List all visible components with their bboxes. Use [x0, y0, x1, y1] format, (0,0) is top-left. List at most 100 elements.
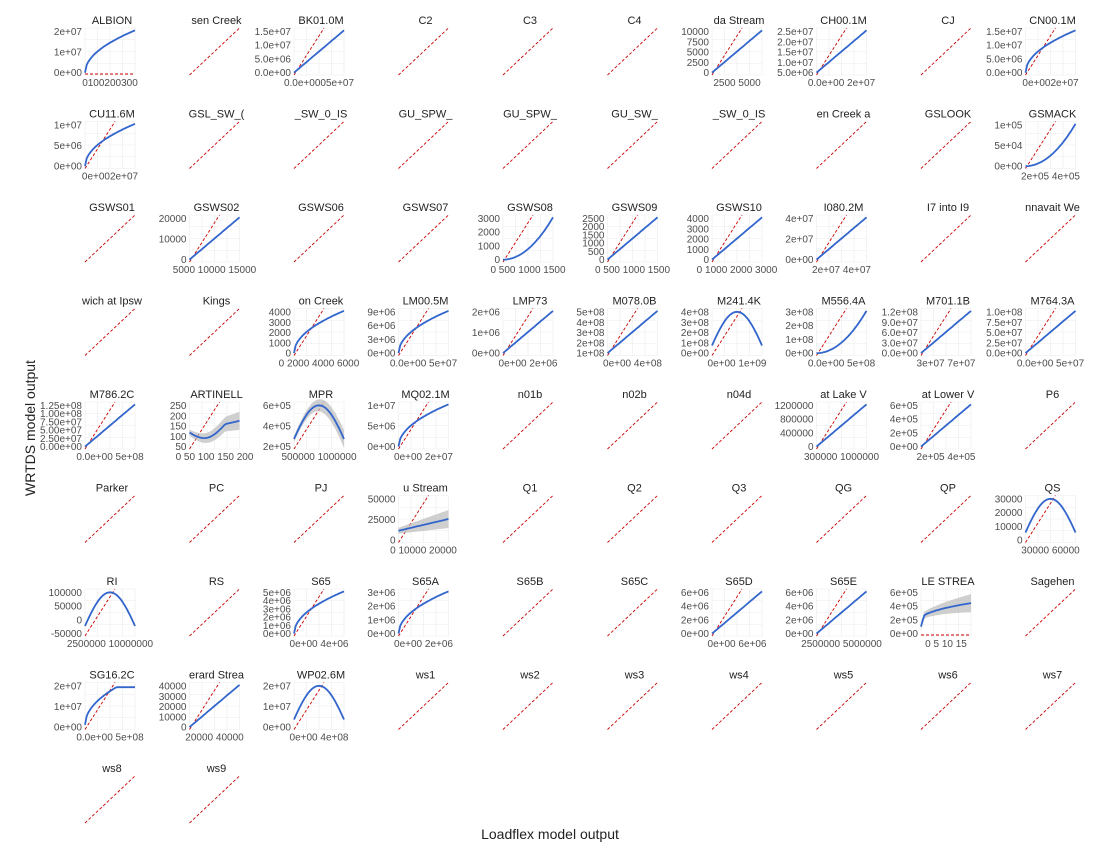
y-tick-label: 5e+06: [54, 141, 83, 152]
panel-title: GU_SPW_: [503, 109, 558, 121]
y-tick-label: 1.0e+07: [777, 58, 814, 69]
reference-line: [607, 121, 658, 169]
panel-title: PJ: [315, 483, 328, 495]
panel-title: S65C: [621, 576, 649, 588]
panel-title: sen Creek: [191, 15, 242, 27]
y-tick-label: 1e+07: [54, 702, 83, 713]
facet-panel: at Lower V6e+05 4e+05 2e+05 0e+002e+05 4e+0…: [890, 389, 976, 463]
x-tick-label: 0e+00 2e+06: [499, 359, 558, 370]
smooth-line: [293, 684, 345, 720]
panel-grid: [398, 308, 449, 356]
y-tick-label: 4e+05: [890, 415, 919, 426]
y-tick-label: 2e+06: [785, 615, 814, 626]
smooth-line: [920, 403, 972, 448]
panel-title: on Creek: [299, 296, 344, 308]
panel-title: BK01.0M: [298, 15, 343, 27]
reference-line: [816, 588, 847, 637]
facet-panel: GSWS07: [398, 202, 449, 263]
reference-line: [84, 121, 116, 169]
y-tick-label: 0.00e+00: [40, 442, 82, 453]
x-tick-label: 2e+05 4e+05: [1021, 172, 1080, 183]
panel-title: M241.4K: [717, 296, 762, 308]
x-tick-label: 2e+07 4e+07: [812, 265, 871, 276]
smooth-line: [293, 29, 345, 74]
x-axis-title: Loadflex model output: [481, 826, 619, 842]
x-tick-label: 0.0e+00 5e+08: [76, 452, 144, 463]
x-tick-label: 0.0e+00 5e+08: [808, 359, 876, 370]
y-tick-label: 1000: [582, 239, 605, 250]
x-tick-label: 2500000 10000000: [67, 639, 154, 650]
smooth-line: [711, 216, 763, 261]
y-tick-label: 100: [170, 432, 187, 443]
reference-line: [607, 214, 638, 263]
y-tick-label: 7.5e+07: [986, 318, 1023, 329]
panel-title: M764.3A: [1030, 296, 1075, 308]
facet-panel: u Stream 50000 25000 00 10000 20000: [368, 483, 458, 557]
y-tick-label: 0e+00: [681, 349, 710, 360]
reference-line: [711, 214, 743, 263]
reference-line: [293, 588, 325, 637]
y-tick-label: 6.0e+07: [882, 328, 919, 339]
y-tick-label: 4e+08: [681, 308, 710, 319]
reference-line: [84, 214, 136, 263]
reference-line: [189, 308, 240, 356]
y-tick-label: 0e+00: [890, 442, 919, 453]
panel-title: ws4: [728, 670, 749, 682]
smooth-line: [606, 310, 659, 354]
smooth-line: [84, 122, 136, 167]
reference-line: [816, 308, 847, 356]
facet-panel: ws1: [398, 670, 449, 730]
reference-line: [293, 308, 325, 356]
smooth-line: [920, 602, 972, 627]
smooth-line: [815, 590, 868, 635]
panel-title: at Lake V: [820, 389, 867, 401]
reference-line: [398, 121, 449, 169]
y-tick-label: 0: [703, 68, 709, 79]
panel-grid: [920, 401, 972, 450]
y-tick-label: 0: [181, 255, 187, 266]
smooth-line: [84, 686, 135, 725]
y-tick-label: 0e+00: [263, 629, 292, 640]
facet-panel: QP: [920, 483, 972, 543]
y-tick-label: 3e+08: [681, 318, 710, 329]
y-tick-label: 2000: [478, 228, 501, 239]
x-tick-label: 0 10000 20000: [390, 546, 457, 557]
y-tick-label: 20000: [159, 702, 187, 713]
y-tick-label: 1e+06: [367, 615, 396, 626]
y-tick-label: 1e+05: [994, 121, 1023, 132]
y-tick-label: 1000: [478, 241, 501, 252]
y-tick-label: 0.0e+00: [255, 68, 292, 79]
smooth-line: [711, 29, 763, 74]
panel-title: CU11.6M: [89, 109, 135, 121]
y-tick-label: 4000: [687, 214, 710, 225]
panel-title: M078.0B: [612, 296, 656, 308]
y-tick-label: 1e+08: [576, 349, 605, 360]
facet-panel: ws4: [711, 670, 763, 730]
facet-panel: GSWS06: [293, 202, 345, 263]
x-tick-label: 0 500 1000 1500: [595, 265, 671, 276]
smooth-line: [293, 590, 345, 634]
y-tick-label: 5000: [687, 48, 710, 59]
panel-grid: [84, 588, 136, 637]
panel-title: erard Strea: [189, 670, 245, 682]
y-tick-label: 3e+08: [576, 328, 605, 339]
panel-title: n04d: [727, 389, 751, 401]
reference-line: [607, 588, 658, 637]
reference-line: [816, 214, 847, 263]
y-tick-label: 2000: [582, 222, 605, 233]
facet-panel: Sagehen: [1025, 576, 1076, 637]
y-tick-label: 6e+05: [890, 588, 919, 599]
panel-grid: [1025, 308, 1076, 356]
y-tick-label: 1e+06: [263, 621, 292, 632]
facet-panel: Q1: [502, 483, 554, 543]
y-tick-label: 30000: [995, 495, 1023, 506]
panel-title: P6: [1046, 389, 1059, 401]
panel-title: RS: [209, 576, 224, 588]
panel-title: MPR: [309, 389, 334, 401]
facet-panel: CH00.1M 2.5e+072.0e+071.5e+071.0e+075.0e+…: [777, 15, 876, 89]
x-tick-label: 2e+05 4e+05: [917, 452, 976, 463]
panel-title: Q3: [732, 483, 747, 495]
